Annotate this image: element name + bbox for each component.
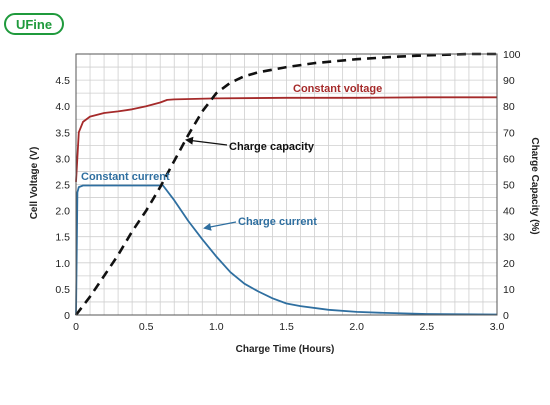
y2-tick-label: 80	[503, 101, 515, 113]
y-tick-label: 0.5	[55, 284, 70, 296]
annotation-charge-current: Charge current	[238, 216, 317, 228]
y-tick-label: 1.5	[55, 232, 70, 244]
series-line-constant-current	[75, 184, 498, 316]
x-tick-label: 0.5	[139, 321, 154, 333]
y-tick-label: 2.0	[55, 206, 70, 218]
y2-tick-label: 50	[503, 180, 515, 192]
series-line-constant-voltage	[75, 96, 497, 182]
y-tick-label: 2.5	[55, 180, 70, 192]
y-axis-title: Cell Voltage (V)	[29, 147, 40, 220]
annotation-constant-current: Constant current	[81, 171, 170, 183]
logo-badge-icon	[4, 13, 64, 35]
annotation-charge-capacity: Charge capacity	[229, 141, 315, 153]
x-tick-label: 2.5	[420, 321, 435, 333]
grid-layer	[76, 54, 497, 315]
y2-tick-label: 10	[503, 284, 515, 296]
y2-axis-title: Charge Capacity (%)	[529, 137, 540, 234]
y2-tick-label: 60	[503, 153, 515, 165]
y-tick-label: 4.0	[55, 101, 70, 113]
y-tick-label: 1.0	[55, 258, 70, 270]
y2-tick-label: 30	[503, 232, 515, 244]
x-tick-label: 0	[73, 321, 79, 333]
tick-layer: 0 0.5 1.0 1.5 2.0 2.5 3.000.51.01.52.02.53.03.…	[55, 49, 520, 333]
ufine-logo: UFine	[4, 13, 64, 35]
plot-frame	[75, 53, 498, 316]
y-tick-label: 4.5	[55, 75, 70, 87]
y-tick-label: 0	[64, 310, 70, 322]
x-tick-label: 2.0	[349, 321, 364, 333]
y2-tick-label: 20	[503, 258, 515, 270]
annotation-arrow-charge-capacity	[185, 136, 228, 146]
y-tick-label: 3.0	[55, 153, 70, 165]
y2-tick-label: 70	[503, 127, 515, 139]
x-axis-title: Charge Time (Hours)	[236, 344, 335, 355]
logo-text: UFine	[16, 17, 52, 32]
y2-tick-label: 100	[503, 49, 521, 61]
x-tick-label: 1.5	[279, 321, 294, 333]
annotation-constant-voltage: Constant voltage	[293, 83, 382, 95]
y2-tick-label: 40	[503, 206, 515, 218]
series-layer	[74, 52, 498, 316]
y-tick-label: 3.5	[55, 127, 70, 139]
y2-tick-label: 0	[503, 310, 509, 322]
annotation-arrow-charge-current	[203, 221, 237, 231]
x-tick-label: 3.0	[490, 321, 505, 333]
series-line-charge-capacity	[74, 52, 497, 316]
y2-tick-label: 90	[503, 75, 515, 87]
x-tick-label: 1.0	[209, 321, 224, 333]
